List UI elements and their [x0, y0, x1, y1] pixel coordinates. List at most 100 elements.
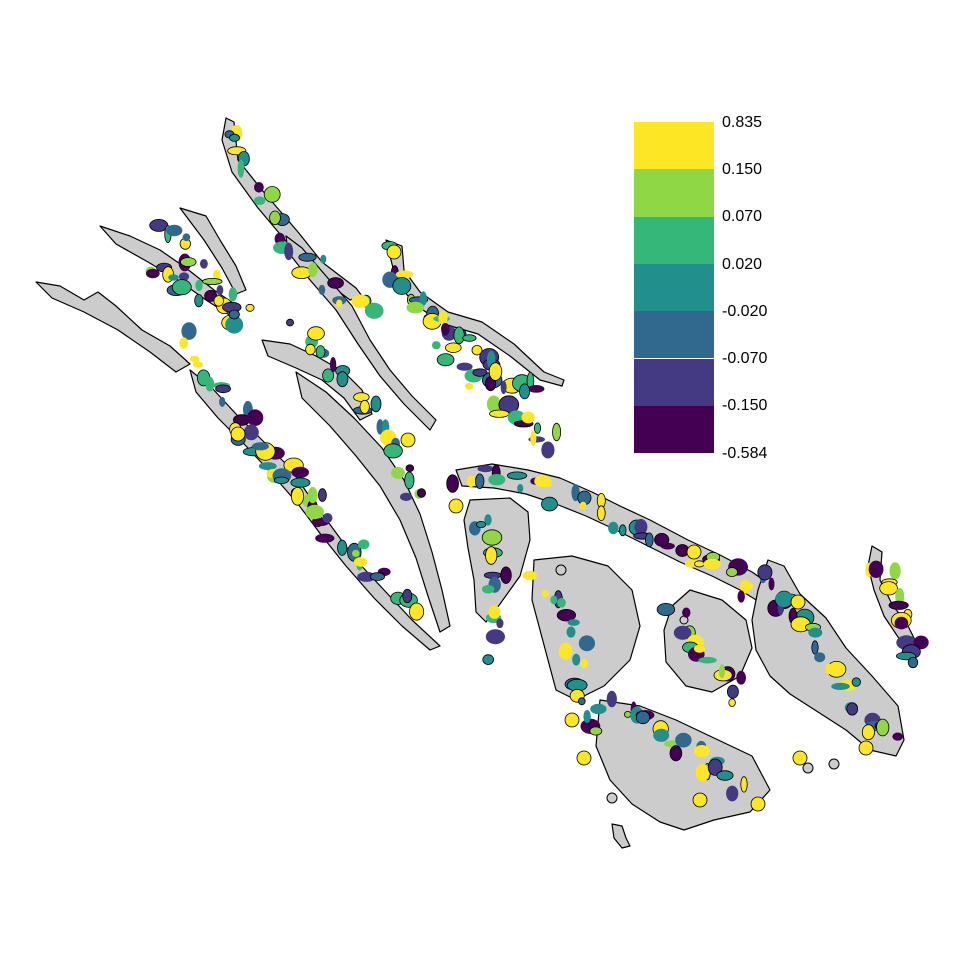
- map-region: [557, 598, 566, 608]
- map-region: [576, 750, 592, 766]
- map-region: [273, 476, 289, 484]
- map-region: [307, 486, 318, 504]
- map-region: [405, 464, 415, 473]
- map-region: [577, 697, 586, 706]
- map-region: [653, 728, 670, 742]
- map-region: [750, 796, 766, 812]
- map-region: [202, 277, 223, 285]
- map-region: [181, 322, 197, 340]
- map-region: [726, 785, 739, 802]
- map-region: [432, 341, 441, 350]
- map-region: [290, 486, 304, 506]
- map-region: [528, 385, 545, 393]
- map-region: [370, 395, 382, 413]
- map-region: [359, 399, 370, 414]
- map-region: [506, 471, 528, 480]
- islet-marker: [606, 792, 618, 804]
- map-region: [409, 602, 425, 621]
- map-region: [876, 718, 890, 737]
- map-region: [489, 409, 510, 418]
- map-region: [694, 560, 705, 568]
- map-region: [453, 326, 465, 345]
- map-region: [444, 342, 462, 353]
- map-region: [703, 558, 721, 570]
- map-region: [456, 362, 473, 371]
- map-region: [329, 357, 337, 373]
- map-region: [436, 353, 455, 367]
- map-region: [448, 498, 464, 514]
- map-region: [258, 462, 277, 471]
- map-region: [322, 513, 333, 523]
- map-region: [858, 740, 874, 756]
- map-region: [358, 539, 370, 550]
- legend-swatch-5: [634, 311, 714, 359]
- map-region: [673, 625, 692, 640]
- map-region: [814, 652, 826, 663]
- map-region: [775, 591, 793, 607]
- map-region: [541, 496, 558, 512]
- map-region: [500, 566, 512, 584]
- map-region: [462, 334, 477, 342]
- map-region: [644, 532, 654, 548]
- map-region: [693, 745, 711, 758]
- map-region: [195, 279, 203, 292]
- land-channel: [295, 371, 451, 633]
- map-region: [364, 302, 384, 319]
- map-region: [606, 690, 617, 708]
- islet-marker: [828, 758, 840, 770]
- map-region: [618, 524, 627, 537]
- map-region: [634, 518, 648, 535]
- map-region: [530, 430, 537, 446]
- map-region: [737, 590, 745, 603]
- map-region: [541, 441, 555, 459]
- map-region: [485, 629, 505, 645]
- map-region: [669, 745, 683, 762]
- map-region: [219, 396, 226, 407]
- map-region: [225, 316, 244, 334]
- land-inlet: [179, 207, 247, 295]
- map-region: [888, 600, 909, 610]
- map-region: [189, 355, 200, 363]
- map-region: [254, 182, 264, 193]
- map-region: [907, 656, 919, 669]
- map-region: [583, 710, 591, 723]
- map-region: [308, 262, 318, 278]
- map-region: [566, 626, 576, 638]
- legend-break-label: -0.584: [722, 445, 768, 462]
- map-region: [336, 371, 349, 388]
- legend-break-label: 0.150: [722, 161, 763, 178]
- map-region: [894, 616, 909, 630]
- map-region: [861, 724, 875, 741]
- map-region: [879, 581, 898, 596]
- map-region: [305, 504, 325, 520]
- map-region: [790, 594, 806, 610]
- legend-swatch-7: [634, 405, 714, 454]
- map-region: [851, 677, 861, 687]
- map-region: [831, 682, 850, 691]
- map-region: [889, 562, 901, 580]
- map-region: [192, 361, 203, 368]
- land-island: [531, 555, 641, 701]
- islet-marker: [555, 564, 567, 576]
- map-region: [404, 471, 415, 490]
- map-region: [315, 533, 335, 543]
- map-region: [718, 664, 726, 679]
- map-region: [464, 382, 474, 390]
- legend-swatch-6: [634, 358, 714, 406]
- map-region: [482, 654, 495, 665]
- map-region: [395, 270, 414, 279]
- islet-marker-layer: [555, 564, 840, 804]
- map-region: [486, 395, 501, 413]
- map-region: [243, 424, 259, 441]
- map-region: [237, 159, 245, 178]
- map-region: [317, 488, 327, 502]
- map-region: [757, 564, 773, 581]
- map-region: [228, 287, 238, 302]
- map-region: [251, 442, 269, 451]
- map-region: [534, 475, 552, 488]
- map-region: [736, 670, 746, 685]
- map-region: [406, 301, 425, 314]
- map-region: [353, 392, 370, 402]
- map-region: [556, 609, 577, 622]
- map-region: [180, 257, 197, 267]
